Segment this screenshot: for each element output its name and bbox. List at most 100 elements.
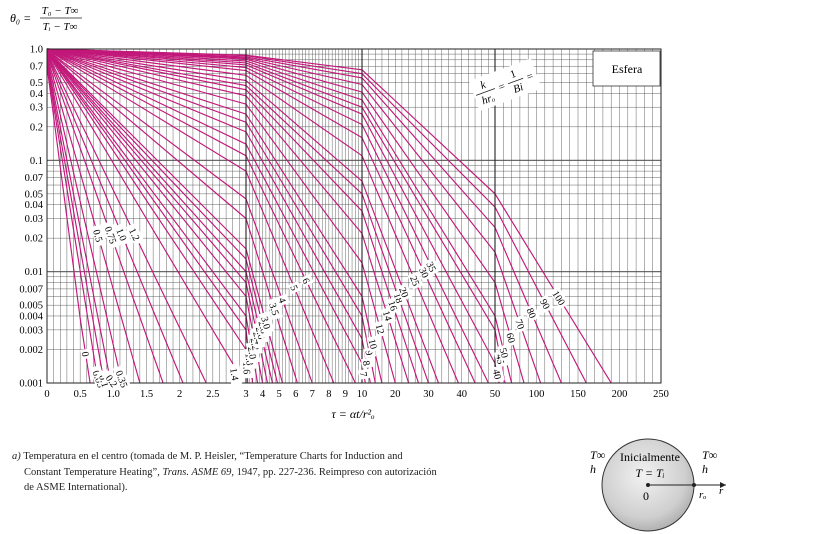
y-tick-label: 0.4 [30, 89, 44, 100]
curve-label-bg [416, 263, 433, 282]
curve-label: 0.5 [90, 228, 104, 243]
bi-one: 1 [509, 68, 518, 81]
y-tick-label: 0.04 [25, 200, 44, 211]
curve-label-bg [523, 303, 540, 322]
caption-line2c: 1947, pp. 227-236. Reimpreso con autoriz… [234, 466, 437, 478]
curve-label: 30 [416, 266, 430, 280]
curve-bi-0.5 [46, 55, 141, 384]
curve-label-group: 25 [407, 271, 424, 290]
curve-label: 10 [366, 338, 379, 350]
x-tick-label: 7 [310, 389, 315, 400]
chart-axes [46, 48, 662, 384]
caption-journal: Trans. ASME 69, [162, 466, 235, 478]
curve-label-group: 50 [497, 344, 512, 362]
y-tick-label: 0.7 [30, 62, 43, 73]
curve-label: 3.5 [266, 302, 280, 317]
curve-label: 5 [287, 284, 299, 293]
curve-bi-20 [46, 48, 440, 384]
curve-label: 60 [503, 332, 516, 345]
caption-line1: Temperatura en el centro (tomada de M. P… [23, 451, 403, 462]
curve-label-group: 30 [416, 263, 433, 282]
curve-label: 0 [79, 351, 91, 358]
x-tick-label: 200 [612, 389, 628, 400]
curve-label-bg [101, 369, 123, 393]
curve-bi-35 [46, 48, 489, 384]
curve-label-group: 1.0 [113, 222, 132, 246]
y-tick-labels: 1.0 0.7 0.50.4 0.3 0.2 0.1 0.07 0.050.04 0.03 0.0… [19, 45, 43, 390]
curve-label-bg [227, 363, 243, 386]
curve-bi-18 [46, 48, 430, 384]
curve-label-bg [266, 297, 284, 321]
curve-label: 0.75 [102, 225, 118, 245]
curve-label-bg [497, 344, 512, 362]
curve-labels: 00.050.10.20.350.50.751.01.21.41.61.82.0… [79, 220, 570, 393]
curve-label: 35 [423, 260, 437, 274]
svg-text:=: = [525, 70, 535, 83]
bi-bi: Bi [512, 81, 525, 96]
y-label-denominator: Tᵢ − T∞ [43, 21, 78, 33]
curve-label: 45 [493, 353, 506, 365]
curve-label-bg [512, 315, 529, 333]
curve-label: 3.0 [258, 315, 272, 330]
curve-label-group: 1.2 [125, 222, 145, 246]
curve-label-group: 5 [287, 281, 302, 295]
curve-label: 4 [276, 296, 288, 304]
curve-label-bg [125, 222, 145, 246]
bi-hr: hrₒ [480, 92, 496, 108]
y-tick-label: 0.003 [19, 325, 43, 336]
y-tick-label: 0.3 [30, 103, 43, 114]
curve-label-bg [258, 311, 275, 334]
y-tick-label: 0.004 [19, 311, 43, 322]
chart-curves [46, 48, 612, 384]
curve-label-bg [90, 224, 107, 247]
curve-label-group: 6 [299, 273, 314, 288]
x-tick-label: 1.0 [107, 389, 120, 400]
curve-label-bg [276, 293, 290, 307]
x-tick-label: 40 [457, 389, 468, 400]
curve-label: 1.2 [126, 227, 141, 243]
x-tick-label: 1.5 [140, 389, 153, 400]
curve-label-bg [101, 220, 121, 249]
origin-label: 0 [643, 489, 649, 503]
curve-bi-1.2 [46, 52, 207, 384]
curve-label-group: 4 [276, 293, 290, 307]
curve-bi-0 [46, 66, 91, 384]
y-tick-label: 0.002 [19, 345, 43, 356]
r0-label: rₒ [699, 489, 706, 501]
x-tick-label: 9 [343, 389, 348, 400]
curve-label: 1.4 [227, 367, 240, 381]
curve-bi-25 [46, 48, 459, 384]
curve-label-group: 3.5 [266, 297, 284, 321]
x-tick-label: 0 [44, 389, 49, 400]
x-tick-label: 2 [177, 389, 182, 400]
curve-label-group: 7 [357, 368, 371, 380]
curve-label-bg [113, 222, 132, 246]
curve-bi-30 [46, 48, 476, 384]
t-eq-label: T = Tᵢ [635, 466, 664, 480]
y-tick-label: 0.007 [19, 284, 43, 295]
curve-bi-100 [46, 48, 612, 384]
curve-label-group: 12 [373, 320, 389, 338]
bi-annotation: k hrₒ = 1 Bi = [468, 58, 542, 112]
x-tick-label: 4 [260, 389, 266, 400]
curve-label-bg [360, 357, 374, 369]
curve-label: 9 [362, 349, 374, 356]
curve-label-group: 35 [423, 257, 441, 276]
curve-label: 14 [380, 310, 393, 323]
curve-bi-14 [46, 48, 410, 384]
legend-box-label: Esfera [612, 62, 643, 76]
curve-label-group: 3.0 [258, 311, 275, 334]
heisler-chart: 1.00.70.50.40.30.20.10.070.050.040.030.0… [10, 5, 669, 421]
curve-label: 40 [490, 368, 503, 380]
x-tick-label: 0.5 [74, 389, 87, 400]
curve-label-bg [373, 320, 389, 338]
curve-bi-1.6 [46, 51, 249, 384]
t-inf-left: T∞ [590, 448, 606, 462]
curve-label-group: 8 [360, 357, 374, 369]
curve-bi-1.0 [46, 52, 184, 384]
curve-label: 80 [524, 307, 538, 321]
x-axis-label: τ = αt/r²ₒ [331, 407, 375, 421]
x-tick-label: 5 [277, 389, 282, 400]
curve-label-bg [549, 286, 570, 310]
y-label-prefix: θ₀ = [10, 11, 31, 25]
